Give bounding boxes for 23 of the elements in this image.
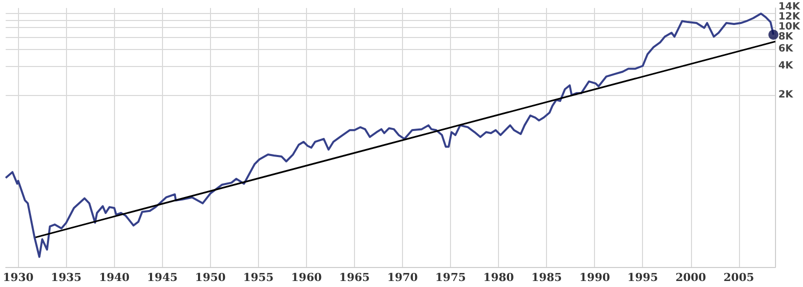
y-tick-label: 10K [778, 22, 802, 33]
x-tick-label: 1975 [435, 271, 466, 284]
x-tick-label: 1945 [147, 271, 178, 284]
x-tick-label: 1965 [339, 271, 370, 284]
y-tick-label: 8K [778, 32, 794, 43]
x-tick-label: 1980 [483, 271, 514, 284]
x-tick-label: 1930 [2, 271, 34, 284]
x-tick-label: 1970 [387, 271, 418, 284]
x-tick-label: 1950 [195, 271, 226, 284]
x-tick-label: 2005 [724, 271, 754, 284]
x-tick-label: 1955 [243, 271, 274, 284]
y-tick-label: 6K [778, 44, 794, 55]
y-tick-label: 2K [778, 90, 794, 101]
x-tick-label: 1990 [579, 271, 610, 284]
x-tick-label: 1960 [291, 271, 322, 284]
y-tick-label: 12K [778, 12, 802, 23]
y-tick-label: 14K [778, 2, 802, 13]
x-tick-label: 1995 [627, 271, 658, 284]
x-tick-label: 2000 [675, 271, 706, 284]
y-tick-label: 4K [778, 60, 794, 72]
x-tick-label: 1985 [531, 271, 562, 284]
x-tick-label: 1940 [98, 271, 130, 284]
x-tick-label: 1935 [50, 271, 82, 284]
